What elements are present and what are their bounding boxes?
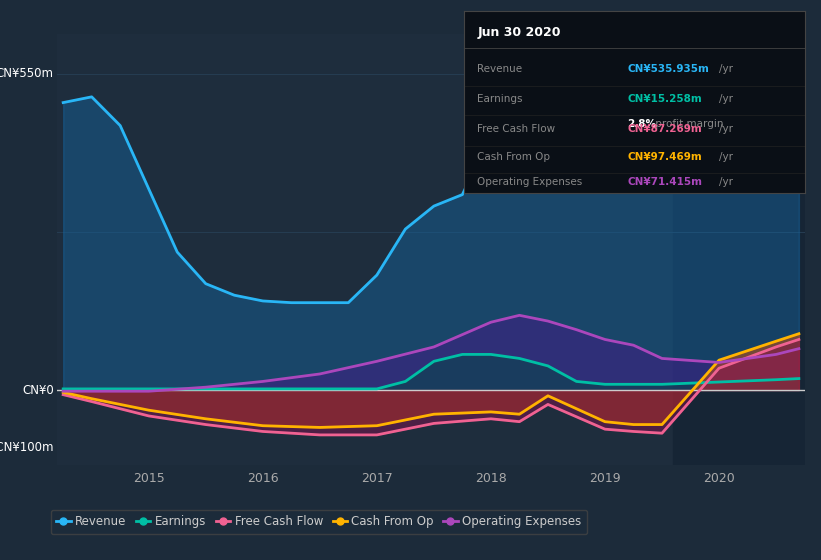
- Text: /yr: /yr: [719, 124, 733, 134]
- Text: Cash From Op: Cash From Op: [478, 152, 551, 162]
- Text: CN¥550m: CN¥550m: [0, 67, 53, 80]
- Text: /yr: /yr: [719, 64, 733, 74]
- Text: CN¥97.469m: CN¥97.469m: [627, 152, 702, 162]
- Text: CN¥535.935m: CN¥535.935m: [627, 64, 709, 74]
- Legend: Revenue, Earnings, Free Cash Flow, Cash From Op, Operating Expenses: Revenue, Earnings, Free Cash Flow, Cash …: [51, 510, 587, 534]
- Text: profit margin: profit margin: [652, 119, 723, 129]
- Bar: [673, 34, 805, 465]
- Text: /yr: /yr: [719, 94, 733, 104]
- Text: /yr: /yr: [719, 152, 733, 162]
- Text: -CN¥100m: -CN¥100m: [0, 441, 53, 454]
- Text: 2.8%: 2.8%: [627, 119, 657, 129]
- Text: CN¥15.258m: CN¥15.258m: [627, 94, 702, 104]
- Text: Free Cash Flow: Free Cash Flow: [478, 124, 556, 134]
- Text: CN¥0: CN¥0: [22, 384, 53, 396]
- Text: CN¥87.269m: CN¥87.269m: [627, 124, 702, 134]
- Text: Operating Expenses: Operating Expenses: [478, 178, 583, 187]
- Text: Earnings: Earnings: [478, 94, 523, 104]
- Text: Revenue: Revenue: [478, 64, 523, 74]
- Text: CN¥71.415m: CN¥71.415m: [627, 178, 703, 187]
- Text: Jun 30 2020: Jun 30 2020: [478, 26, 561, 39]
- Text: /yr: /yr: [719, 178, 733, 187]
